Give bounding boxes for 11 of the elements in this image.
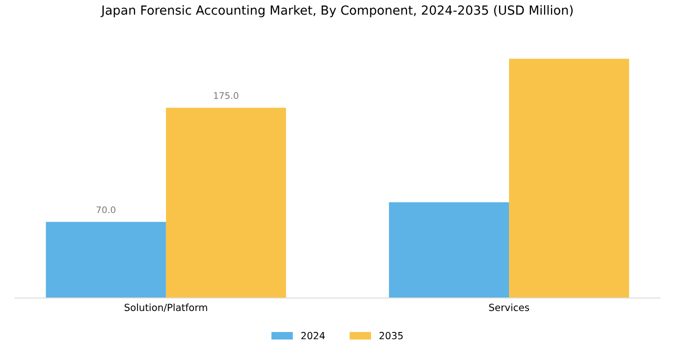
- data-label: 175.0: [214, 92, 238, 100]
- bar: [509, 58, 630, 298]
- bar: [46, 222, 166, 298]
- x-tick-label: Solution/Platform: [124, 304, 208, 312]
- legend-label: 2024: [301, 332, 325, 340]
- bar: [166, 108, 286, 298]
- bar: [388, 202, 510, 298]
- x-tick-label: Services: [489, 304, 530, 312]
- legend-label: 2035: [380, 332, 403, 340]
- data-label: 70.0: [96, 206, 116, 214]
- chart-title: Japan Forensic Accounting Market, By Component, 2024-2035 (USD Million): [100, 5, 573, 18]
